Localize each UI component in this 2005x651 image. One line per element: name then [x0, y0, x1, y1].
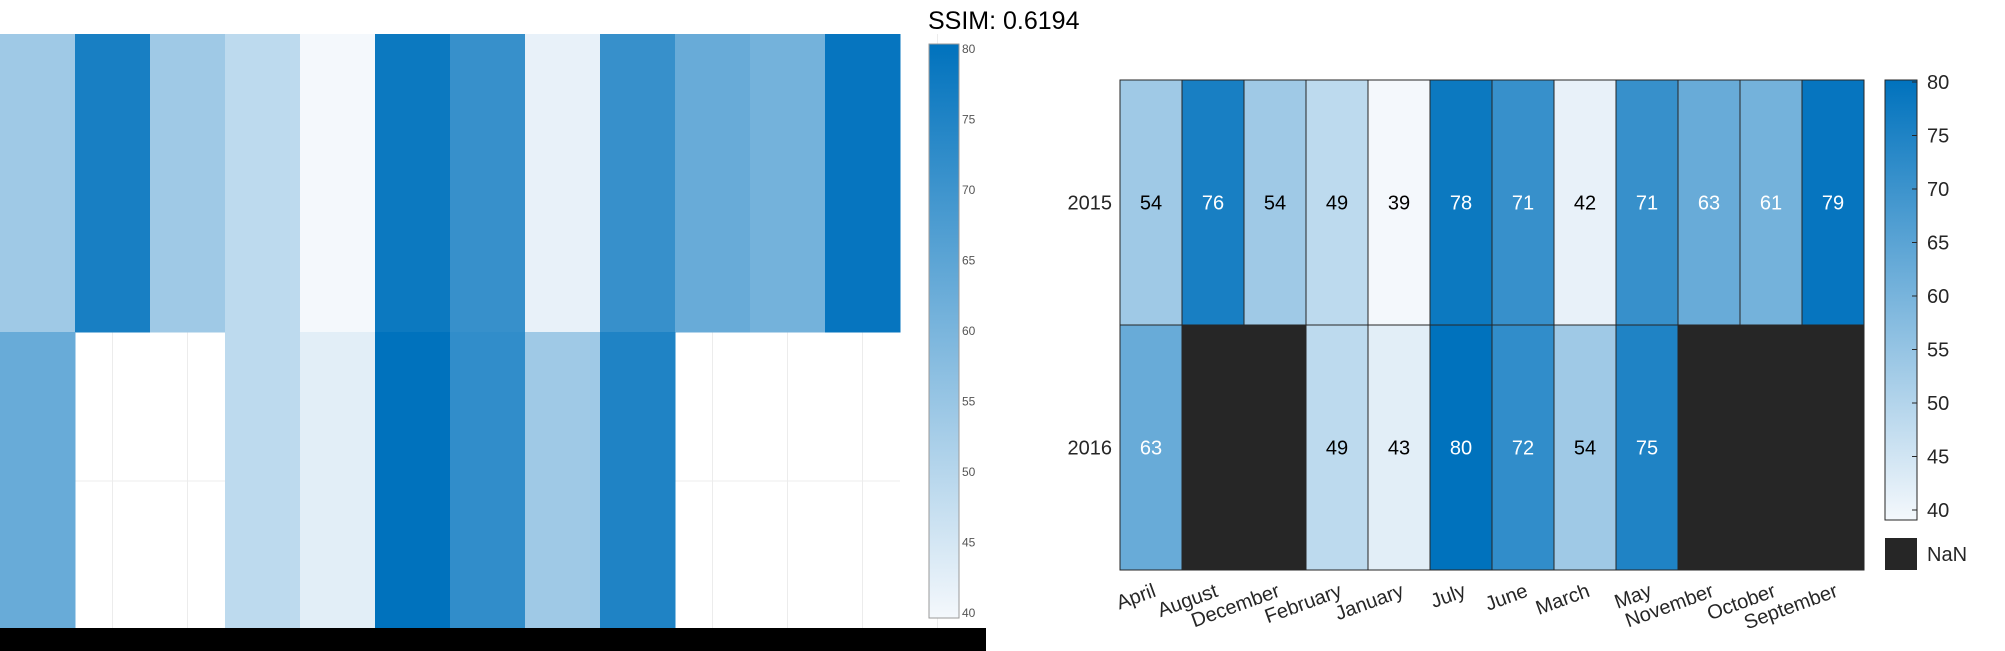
right-cell-value-label: 54: [1264, 193, 1286, 215]
right-heatmap-cell: [1553, 324, 1617, 571]
right-cell-value-label: 61: [1760, 193, 1782, 215]
right-heatmap-cell: [1801, 79, 1865, 326]
right-cell-value-label: 54: [1574, 438, 1596, 460]
right-cell-value-label: 79: [1822, 193, 1844, 215]
right-heatmap-missing-cell: [1182, 325, 1244, 570]
right-cell-value-label: 39: [1388, 193, 1410, 215]
right-cell-value-label: 78: [1450, 193, 1472, 215]
left-colorbar-tick-label: 70: [962, 183, 976, 197]
right-cell-value-label: 75: [1636, 438, 1658, 460]
bottom-black-bar: [0, 628, 986, 651]
right-colorbar-tick-label: 80: [1927, 72, 1949, 94]
right-heatmap-missing-cell: [1740, 325, 1802, 570]
right-cell-value-label: 42: [1574, 193, 1596, 215]
right-cell-value-label: 49: [1326, 438, 1348, 460]
left-heatmap-cell: [225, 34, 301, 333]
left-heatmap-cell: [0, 34, 76, 333]
left-colorbar-tick-label: 75: [962, 113, 976, 127]
right-cell-value-label: 43: [1388, 438, 1410, 460]
left-colorbar: 40 45 50 55 60 65 70 75 80: [928, 42, 976, 620]
right-heatmap-cell: [1615, 79, 1679, 326]
right-heatmap-cell: [1553, 79, 1617, 326]
right-cell-value-label: 63: [1698, 193, 1720, 215]
right-x-tick-label: April: [1114, 580, 1159, 614]
left-heatmap-cell: [450, 332, 526, 631]
left-heatmap-cell: [375, 332, 451, 631]
right-colorbar: 40 45 50 55 60 65 70 75 80 NaN: [1884, 72, 1967, 570]
left-heatmap-cell: [375, 34, 451, 333]
right-y-tick-label: 2015: [1068, 193, 1113, 215]
left-heatmap-cell: [750, 34, 826, 333]
right-cell-value-label: 63: [1140, 438, 1162, 460]
right-cell-value-label: 80: [1450, 438, 1472, 460]
right-colorbar-tick-label: 65: [1927, 233, 1949, 255]
right-x-tick-label: July: [1428, 580, 1469, 613]
right-x-tick-label: June: [1482, 580, 1530, 616]
left-heatmap-cell: [525, 34, 601, 333]
right-x-tick-label: March: [1533, 580, 1593, 620]
right-colorbar-nan-swatch: [1885, 538, 1917, 570]
right-heatmap-cell: [1119, 79, 1183, 326]
right-heatmap-missing-cell: [1244, 325, 1306, 570]
right-colorbar-gradient: [1884, 79, 1918, 521]
right-heatmap-missing-cell: [1802, 325, 1864, 570]
right-heatmap-missing-cell: [1678, 325, 1740, 570]
right-colorbar-tick-label: 45: [1927, 447, 1949, 469]
right-colorbar-tick-label: 55: [1927, 340, 1949, 362]
right-heatmap-cell: [1305, 79, 1369, 326]
left-colorbar-tick-label: 65: [962, 254, 976, 268]
ssim-score: SSIM: 0.6194: [928, 7, 1080, 35]
left-colorbar-tick-label: 45: [962, 536, 976, 550]
right-colorbar-tick-label: 50: [1927, 393, 1949, 415]
left-heatmap-cell: [600, 332, 676, 631]
right-heatmap-border: [1119, 79, 1865, 571]
right-heatmap-cell: [1429, 79, 1493, 326]
right-cell-value-label: 71: [1512, 193, 1534, 215]
right-heatmap-cell: [1305, 324, 1369, 571]
right-colorbar-tick-label: 40: [1927, 500, 1949, 522]
right-heatmap-cell: [1615, 324, 1679, 571]
left-colorbar-tick-label: 60: [962, 324, 976, 338]
right-cell-value-label: 54: [1140, 193, 1162, 215]
right-y-tick-label: 2016: [1068, 438, 1113, 460]
right-x-tick-label: January: [1332, 580, 1406, 625]
right-heatmap-panel: 54 76 54 49 39 78 71 42 71 63 61 79 63 49 43 80 72 54 75 20…: [1068, 79, 1865, 634]
left-heatmap-panel: [0, 34, 938, 631]
left-heatmap-cell: [825, 34, 901, 333]
right-cell-value-label: 72: [1512, 438, 1534, 460]
left-heatmap-cell: [75, 34, 151, 333]
left-colorbar-tick-label: 55: [962, 395, 976, 409]
left-colorbar-tick-label: 50: [962, 465, 976, 479]
left-heatmap-cell: [150, 34, 226, 333]
left-heatmap-cell: [675, 34, 751, 333]
right-heatmap-cell: [1367, 324, 1431, 571]
right-cell-value-label: 49: [1326, 193, 1348, 215]
right-cell-value-label: 71: [1636, 193, 1658, 215]
left-heatmap-cell: [525, 332, 601, 631]
left-heatmap-cell: [450, 34, 526, 333]
left-colorbar-gradient: [928, 43, 960, 619]
left-colorbar-tick-label: 40: [962, 606, 976, 620]
left-heatmap-cell: [600, 34, 676, 333]
right-heatmap-cell: [1491, 324, 1555, 571]
right-cell-value-label: 76: [1202, 193, 1224, 215]
right-heatmap-cell: [1677, 79, 1741, 326]
right-colorbar-nan-label: NaN: [1927, 544, 1967, 566]
right-colorbar-tick-label: 70: [1927, 179, 1949, 201]
left-colorbar-tick-label: 80: [962, 42, 976, 56]
right-colorbar-tick-label: 75: [1927, 126, 1949, 148]
left-heatmap-cell: [0, 332, 76, 631]
right-heatmap-cell: [1739, 79, 1803, 326]
left-heatmap-cell: [300, 332, 376, 631]
left-heatmap-cell: [300, 34, 376, 333]
right-heatmap-cell: [1243, 79, 1307, 326]
left-heatmap-cell: [225, 332, 301, 631]
right-colorbar-tick-label: 60: [1927, 286, 1949, 308]
